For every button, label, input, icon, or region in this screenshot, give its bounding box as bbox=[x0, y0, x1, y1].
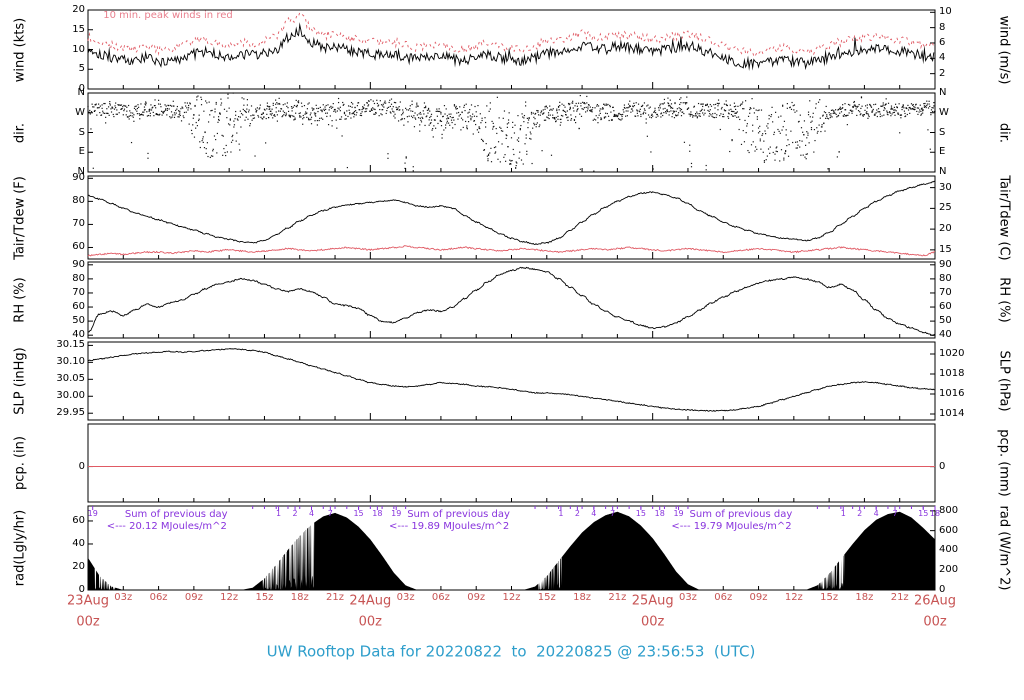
meteogram-page: UW Rooftop Data for 20220822 to 20220825… bbox=[0, 0, 1024, 700]
meteogram-canvas bbox=[0, 0, 1024, 700]
